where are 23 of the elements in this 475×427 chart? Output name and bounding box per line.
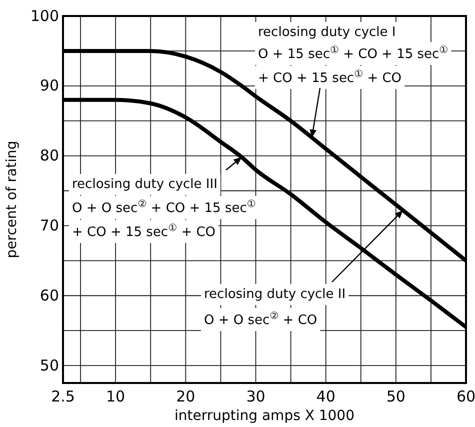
annotation: O + O sec$^{②}$ + CO + 15 sec$^{①}$ (72, 199, 256, 216)
annotation: reclosing duty cycle I (258, 25, 396, 40)
y-tick-label: 100 (30, 6, 59, 25)
x-tick-label: 20 (176, 388, 196, 406)
x-tick-label: 50 (386, 388, 406, 406)
annotation: reclosing duty cycle III (72, 177, 218, 192)
x-tick-label: 10 (106, 388, 126, 406)
annotation: O + 15 sec$^{①}$ + CO + 15 sec$^{①}$ (258, 45, 448, 62)
x-tick-label: 2.5 (51, 388, 75, 406)
annotation: O + O sec$^{②}$ + CO (204, 311, 318, 328)
x-axis-title: interrupting amps X 1000 (174, 408, 354, 424)
y-axis-title: percent of rating (4, 140, 20, 258)
y-tick-label: 70 (40, 216, 59, 235)
annotation: + CO + 15 sec$^{①}$ + CO (258, 69, 402, 86)
x-tick-label: 30 (246, 388, 266, 406)
y-tick-label: 80 (40, 146, 59, 165)
y-tick-label: 90 (40, 76, 59, 95)
y-tick-label: 60 (40, 286, 59, 304)
y-tick-label: 50 (40, 356, 59, 374)
x-tick-label: 40 (316, 388, 336, 406)
x-tick-label: 60 (456, 388, 475, 406)
annotation: + CO + 15 sec$^{①}$ + CO (72, 223, 216, 240)
annotation: reclosing duty cycle II (204, 287, 346, 302)
